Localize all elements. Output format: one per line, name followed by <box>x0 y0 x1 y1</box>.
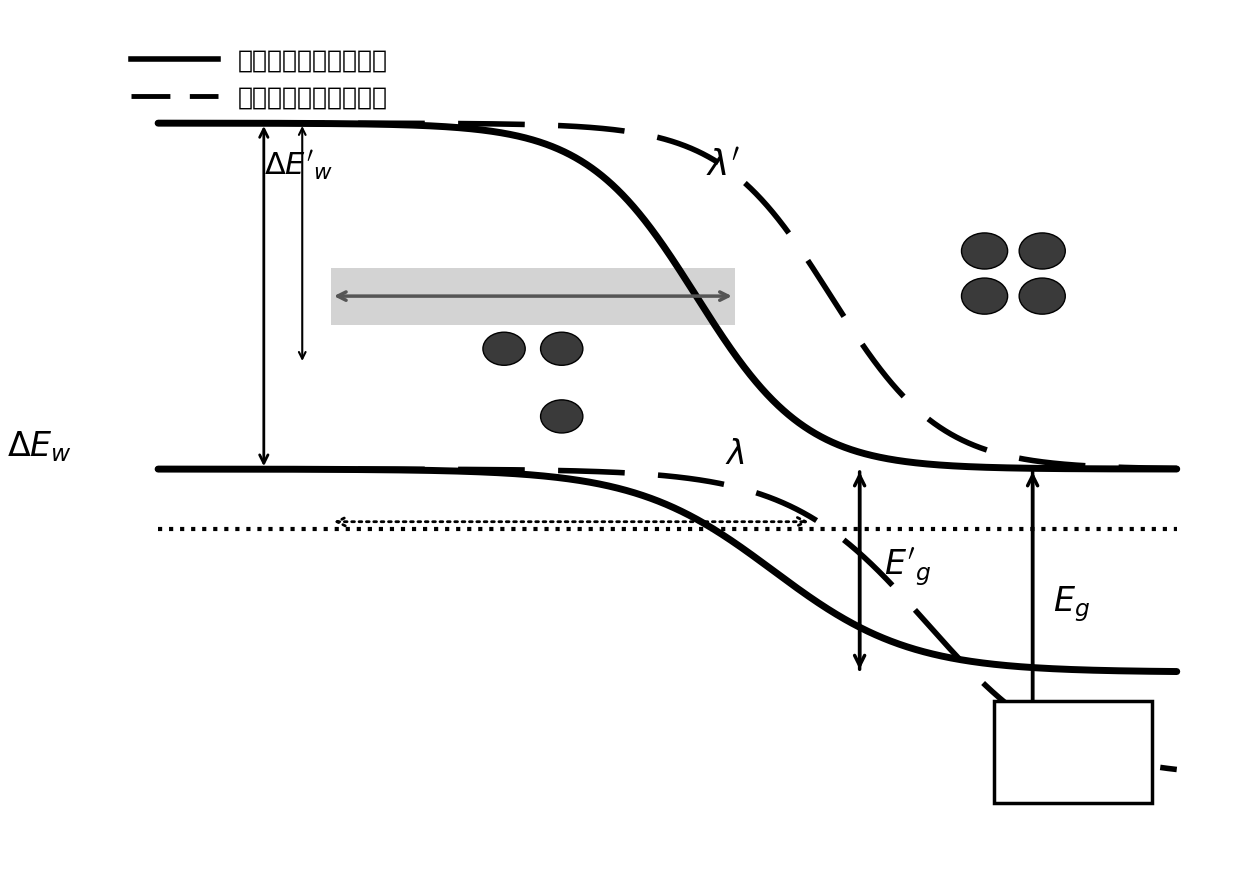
Circle shape <box>961 278 1008 314</box>
Circle shape <box>482 332 526 365</box>
Text: $E_g$: $E_g$ <box>1053 585 1090 624</box>
Text: $\lambda'$: $\lambda'$ <box>706 149 740 183</box>
Bar <box>994 701 1152 803</box>
Circle shape <box>961 233 1008 269</box>
Text: $\Delta E_w$: $\Delta E_w$ <box>6 430 72 463</box>
Text: $E'_g$: $E'_g$ <box>884 547 931 588</box>
Circle shape <box>541 332 583 365</box>
Circle shape <box>1019 278 1065 314</box>
Text: $\lambda$: $\lambda$ <box>725 438 745 471</box>
Circle shape <box>541 400 583 433</box>
Bar <box>331 268 734 325</box>
Circle shape <box>1019 233 1065 269</box>
Text: $\Delta E'_w$: $\Delta E'_w$ <box>264 149 332 183</box>
Legend: 低功耗压电隆穿晶体管, 传统的压电隆穿晶体管: 低功耗压电隆穿晶体管, 传统的压电隆穿晶体管 <box>120 39 398 120</box>
